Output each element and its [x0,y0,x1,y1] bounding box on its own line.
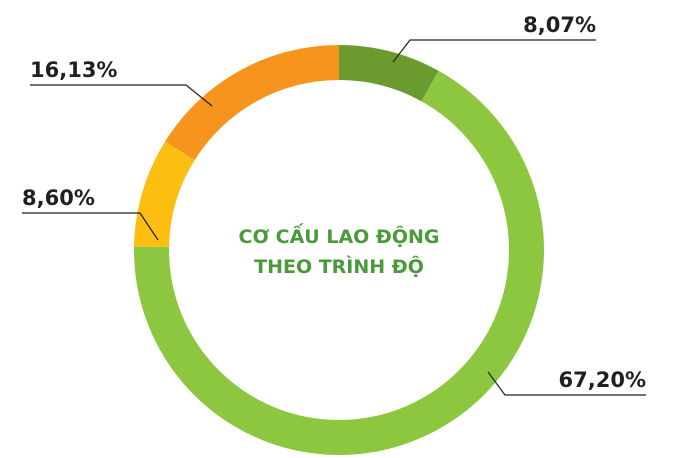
data-label: 16,13% [30,58,117,82]
leader-line [22,212,159,241]
data-label: 67,20% [559,368,646,392]
donut-segment [134,141,195,248]
data-label: 8,07% [523,13,596,37]
leader-line [30,84,213,107]
donut-segment [165,45,339,161]
donut-segment [339,45,439,102]
leader-line [392,39,596,63]
chart-title: CƠ CẤU LAO ĐỘNG THEO TRÌNH ĐỘ [238,226,440,278]
data-label: 8,60% [22,186,95,210]
leader-line [487,371,646,396]
